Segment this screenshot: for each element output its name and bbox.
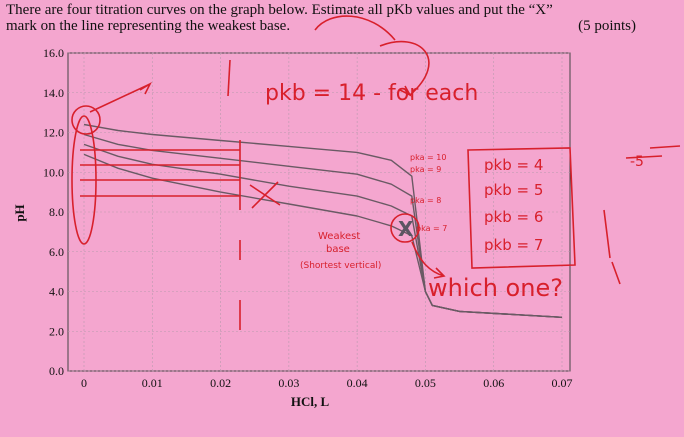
x-mark-red	[249, 181, 281, 209]
small-label-3: pka = 8	[410, 196, 441, 205]
pkb-box	[467, 147, 576, 269]
y-axis-title: pH	[12, 204, 27, 221]
x-tick-label: 0.05	[415, 376, 436, 390]
arrow-to-14	[89, 83, 151, 113]
box-label-2: pkb = 5	[484, 181, 543, 199]
arrow-to-which	[411, 241, 446, 279]
x-axis-title: HCl, L	[291, 394, 330, 409]
points-label: (5 points)	[578, 18, 636, 34]
weakest-label-2: base	[326, 244, 350, 255]
weakest-x-mark: X	[398, 217, 414, 241]
red-construction-lines	[71, 15, 681, 330]
pkb-14-note: pkb = 14 - for each	[265, 81, 478, 106]
y-tick-label: 14.0	[43, 86, 64, 100]
y-tick-label: 0.0	[49, 364, 64, 378]
y-tick-label: 2.0	[49, 324, 64, 338]
y-tick-label: 8.0	[49, 205, 64, 219]
small-label-2: pka = 9	[410, 165, 441, 174]
half-eq-lines	[80, 149, 240, 197]
x-tick-label: 0.04	[347, 376, 368, 390]
arrow-head	[139, 81, 152, 95]
x-tick-labels: 0 0.01 0.02 0.03 0.04 0.05 0.06 0.07	[81, 376, 573, 390]
y-tick-labels: 0.0 2.0 4.0 6.0 8.0 10.0 12.0 14.0 16.0	[43, 46, 64, 378]
score-bar	[649, 145, 681, 149]
arrow-curve	[379, 40, 430, 97]
x-tick-label: 0.06	[483, 376, 504, 390]
start-circle	[71, 105, 101, 135]
arrow-top	[314, 15, 396, 41]
question-line-1: There are four titration curves on the g…	[6, 2, 553, 18]
y-tick-label: 6.0	[49, 245, 64, 259]
question-line-2: mark on the line representing the weakes…	[6, 18, 676, 34]
box-label-1: pkb = 4	[484, 156, 543, 174]
score-dash	[625, 155, 663, 159]
y-tick-label: 4.0	[49, 285, 64, 299]
y-tick-label: 12.0	[43, 126, 64, 140]
which-one-note: which one?	[428, 274, 563, 302]
box-label-3: pkb = 6	[484, 208, 543, 226]
side-marks	[603, 209, 621, 285]
weakest-label-3: (Shortest vertical)	[300, 261, 381, 271]
x-tick-label: 0.02	[210, 376, 231, 390]
x-tick-label: 0.03	[278, 376, 299, 390]
score-note: -5	[630, 154, 644, 170]
small-label-1: pka = 10	[410, 153, 446, 162]
x-tick-label: 0	[81, 376, 87, 390]
question-text: There are four titration curves on the g…	[6, 2, 676, 34]
weakest-label-1: Weakest	[318, 231, 360, 242]
vertical-dash	[227, 59, 231, 97]
x-circle	[390, 213, 420, 243]
x-tick-label: 0.01	[142, 376, 163, 390]
y-tick-label: 10.0	[43, 165, 64, 179]
box-label-4: pkb = 7	[484, 236, 543, 254]
question-line-2-text: mark on the line representing the weakes…	[6, 18, 291, 34]
y-tick-label: 16.0	[43, 46, 64, 60]
small-label-4: pka = 7	[416, 224, 447, 233]
titration-curve-4	[83, 153, 563, 318]
x-tick-label: 0.07	[552, 376, 573, 390]
